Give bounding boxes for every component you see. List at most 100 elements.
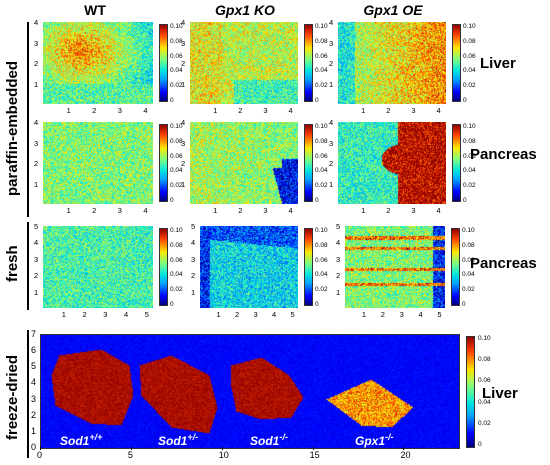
y-tick-label: 4 — [329, 18, 334, 27]
colorbar-tick-label: 0.08 — [463, 137, 476, 145]
x-tick-label: 3 — [411, 206, 416, 215]
x-tick-label: 4 — [124, 310, 129, 319]
colorbar-tick-label: 0.02 — [315, 286, 328, 294]
colorbar-tick-label: 0.02 — [315, 182, 328, 190]
heatmap-oe-pancreas — [338, 122, 446, 204]
colorbar-tick-label: 0.02 — [463, 82, 476, 90]
colorbar-tick-label: 0.08 — [463, 37, 476, 45]
colorbar — [159, 24, 168, 102]
colorbar-tick-label: 0.10 — [170, 227, 183, 234]
colorbar-tick-label: 0.04 — [170, 167, 183, 175]
x-axis-tick-mark — [221, 447, 223, 450]
x-tick-label: 1 — [66, 206, 71, 215]
colorbar-tick-label: 0.04 — [170, 271, 183, 279]
sample-label-sod1-het: Sod1+/- — [158, 432, 199, 448]
y-tick-label: 2 — [34, 271, 39, 281]
y-tick-label: 5 — [34, 222, 39, 231]
x-axis-tick-label: 15 — [309, 450, 320, 460]
sample-label-gpx1-ko: Gpx1-/- — [355, 432, 394, 448]
colorbar-tick-label: 0.10 — [170, 23, 183, 30]
y-tick-label: 3 — [191, 254, 196, 264]
x-tick-label: 2 — [386, 206, 391, 215]
x-tick-label: 3 — [263, 106, 268, 115]
y-tick-label: 3 — [34, 138, 39, 148]
colorbar-tick-label: 0.04 — [463, 67, 476, 75]
x-tick-label: 2 — [238, 206, 243, 215]
x-tick-label: 1 — [213, 106, 218, 115]
colorbar — [159, 228, 168, 306]
y-tick-label: 2 — [181, 159, 186, 168]
colorbar-tick-label: 0.10 — [478, 335, 491, 342]
x-tick-label: 1 — [213, 206, 218, 215]
x-axis-tick-label: 20 — [400, 450, 411, 460]
colorbar — [304, 24, 313, 102]
y-tick-label: 1 — [34, 79, 39, 89]
group-bracket-fresh — [27, 222, 29, 310]
heatmap-wt-liver — [43, 22, 153, 104]
y-tick-label: 1 — [336, 287, 341, 297]
heatmap-wt-pancreas — [43, 122, 153, 204]
colorbar-tick-label: 0.06 — [463, 152, 476, 160]
x-tick-label: 4 — [288, 106, 293, 115]
tissue-label-row4: Liver — [482, 385, 518, 402]
x-tick-label: 3 — [399, 310, 404, 319]
colorbar — [304, 228, 313, 306]
colorbar-tick-label: 0.08 — [170, 241, 183, 249]
x-axis-tick-mark — [40, 447, 41, 450]
y-axis-tick-label: 2 — [31, 409, 37, 420]
colorbar-tick-label: 0.06 — [462, 256, 475, 264]
y-axis-tick-label: 6 — [31, 345, 37, 356]
y-tick-label: 5 — [336, 222, 341, 231]
heatmap-ko-pancreas — [190, 122, 298, 204]
y-tick-label: 4 — [191, 238, 196, 248]
y-tick-label: 3 — [181, 138, 186, 148]
x-tick-label: 4 — [418, 310, 423, 319]
y-tick-label: 3 — [329, 138, 334, 148]
y-tick-label: 1 — [34, 179, 39, 189]
y-tick-label: 2 — [336, 271, 341, 281]
heatmap-wt-fresh — [43, 226, 153, 308]
x-tick-label: 3 — [103, 310, 108, 319]
y-axis-tick-label: 0 — [31, 442, 37, 452]
tissue-label-row2: Pancreas — [470, 146, 537, 163]
x-tick-label: 4 — [271, 310, 277, 319]
x-tick-label: 2 — [92, 206, 97, 215]
x-tick-label: 4 — [288, 206, 293, 215]
colorbar-tick-label: 0.08 — [170, 137, 183, 145]
x-axis-tick-mark — [403, 447, 405, 450]
y-tick-label: 1 — [329, 79, 334, 89]
column-title-gpx1-oe: Gpx1 OE — [363, 2, 423, 18]
x-tick-label: 2 — [386, 106, 391, 115]
group-bracket-freeze-dried — [27, 330, 29, 458]
y-tick-label: 1 — [34, 287, 39, 297]
colorbar-tick-label: 0 — [478, 441, 482, 448]
colorbar-tick-label: 0.08 — [478, 356, 491, 364]
x-tick-label: 4 — [436, 106, 441, 115]
column-title-gpx1-ko: Gpx1 KO — [215, 2, 275, 18]
colorbar — [159, 124, 168, 202]
colorbar-tick-label: 0 — [315, 301, 319, 308]
y-tick-label: 4 — [34, 118, 39, 127]
y-tick-label: 2 — [34, 159, 39, 168]
colorbar-tick-label: 0.10 — [315, 23, 328, 30]
x-tick-label: 4 — [436, 206, 441, 215]
colorbar-tick-label: 0.06 — [170, 52, 183, 60]
colorbar-tick-label: 0.04 — [170, 67, 183, 75]
colorbar-tick-label: 0 — [315, 97, 319, 104]
colorbar-tick-label: 0.08 — [315, 137, 328, 145]
freeze-dried-heatmap — [40, 334, 460, 449]
x-axis-tick-mark — [130, 447, 132, 450]
colorbar-tick-label: 0.08 — [315, 241, 328, 249]
colorbar-tick-label: 0.04 — [315, 271, 328, 279]
colorbar-tick-label: 0.02 — [170, 286, 183, 294]
y-tick-label: 4 — [181, 18, 186, 27]
x-tick-label: 2 — [380, 310, 385, 319]
colorbar-tick-label: 0 — [463, 97, 467, 104]
x-axis-tick-mark — [312, 447, 314, 450]
colorbar-tick-label: 0.02 — [315, 82, 328, 90]
colorbar-tick-label: 0 — [170, 197, 174, 204]
sample-label-sod1-wt: Sod1+/+ — [60, 432, 103, 448]
x-tick-label: 1 — [361, 106, 366, 115]
colorbar-tick-label: 0 — [462, 301, 466, 308]
colorbar-tick-label: 0.06 — [463, 52, 476, 60]
